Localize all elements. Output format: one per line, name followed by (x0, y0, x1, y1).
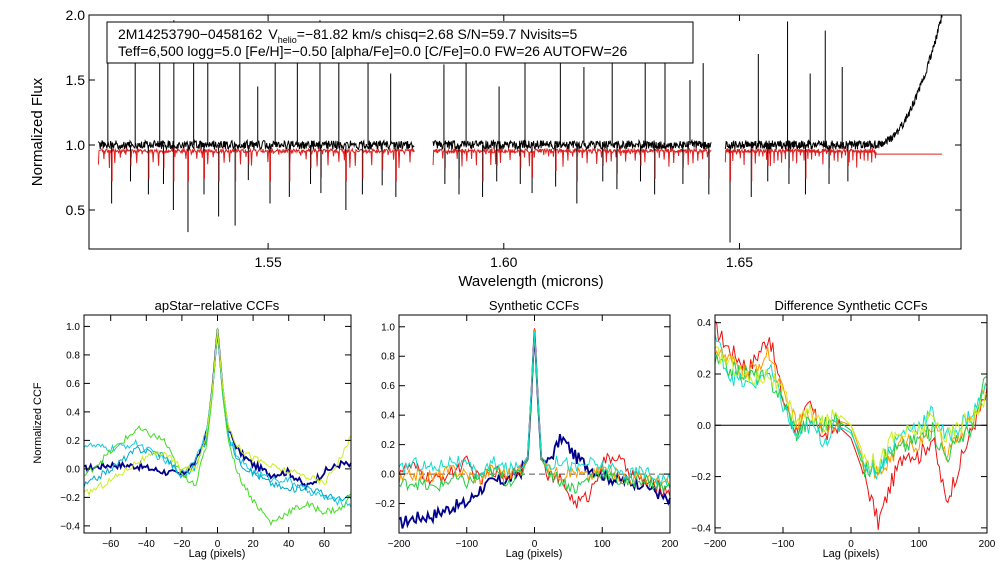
synthetic-ccf-xlabel: Lag (pixels) (506, 548, 563, 560)
spectrum-xtick-label: 1.65 (726, 254, 753, 270)
apstar-ccf-ytick-label: 0.2 (66, 436, 80, 447)
difference-ccf-xtick-label: 100 (911, 539, 928, 550)
difference-ccf-xtick-label: −100 (772, 539, 795, 550)
synthetic-ccf-xtick-label: 200 (662, 539, 679, 550)
synthetic-ccf-ytick-label: 0.0 (381, 470, 395, 481)
apstar-ccf-xtick-label: 20 (248, 539, 260, 550)
apstar-ccf-ytick-label: 0.4 (66, 407, 80, 418)
spectrum-xtick-label: 1.60 (490, 254, 517, 270)
apstar-ccf-ytick-label: −0.4 (60, 521, 80, 532)
difference-ccf-xtick-label: 200 (979, 539, 996, 550)
synthetic-ccf-ytick-label: 0.6 (381, 381, 395, 392)
apstar-ccf-ytick-label: 1.0 (66, 322, 80, 333)
synthetic-ccf-title: Synthetic CCFs (489, 298, 580, 313)
apstar-ccf-ytick-label: 0.8 (66, 350, 80, 361)
synthetic-ccf-xtick-label: −200 (388, 539, 411, 550)
difference-ccf-xtick-label: −200 (704, 539, 727, 550)
synthetic-ccf-ytick-label: 1.0 (381, 322, 395, 333)
synthetic-ccf-ytick-label: 0.8 (381, 352, 395, 363)
apstar-ccf-xtick-label: −40 (138, 539, 155, 550)
apstar-ccf-ytick-label: 0.0 (66, 464, 80, 475)
difference-ccf-title: Difference Synthetic CCFs (775, 298, 928, 313)
apstar-ccf-xtick-label: 40 (283, 539, 295, 550)
spectrum-ytick-label: 1.0 (66, 137, 86, 153)
spectrum-ytick-label: 0.5 (66, 202, 86, 218)
spectrum-ylabel: Normalized Flux (29, 77, 46, 186)
synthetic-ccf-xtick-label: −100 (455, 539, 478, 550)
synthetic-ccf-ytick-label: −0.2 (375, 499, 395, 510)
difference-ccf-ytick-label: 0.0 (697, 421, 711, 432)
synthetic-ccf-ytick-label: 0.4 (381, 411, 395, 422)
synthetic-ccf-ytick-label: 0.2 (381, 440, 395, 451)
figure: 1.55 1.60 1.650.51.01.52.0 2M14253790−0458… (0, 0, 1008, 576)
apstar-ccf-ylabel: Normalized CCF (32, 382, 44, 464)
spectrum-xlabel: Wavelength (microns) (458, 273, 603, 290)
difference-ccf-ytick-label: −0.2 (691, 472, 711, 483)
difference-ccf-xlabel: Lag (pixels) (823, 548, 880, 560)
apstar-ccf-ytick-label: 0.6 (66, 379, 80, 390)
difference-ccf-ytick-label: −0.4 (691, 523, 711, 534)
apstar-ccf-xtick-label: 60 (319, 539, 331, 550)
synthetic-ccf-xtick-label: 100 (594, 539, 611, 550)
spectrum-xtick-label: 1.55 (254, 254, 281, 270)
apstar-ccf-xlabel: Lag (pixels) (189, 548, 246, 560)
spectrum-ytick-label: 2.0 (66, 7, 86, 23)
apstar-ccf-xtick-label: −60 (102, 539, 119, 550)
apstar-ccf-title: apStar−relative CCFs (155, 298, 280, 313)
difference-ccf-ytick-label: 0.2 (697, 369, 711, 380)
spectrum-ytick-label: 1.5 (66, 72, 86, 88)
difference-ccf-ytick-label: 0.4 (697, 318, 711, 329)
annotation-line-2: Teff=6,500 logg=5.0 [Fe/H]=−0.50 [alpha/… (118, 43, 627, 59)
apstar-ccf-ytick-label: −0.2 (60, 493, 80, 504)
